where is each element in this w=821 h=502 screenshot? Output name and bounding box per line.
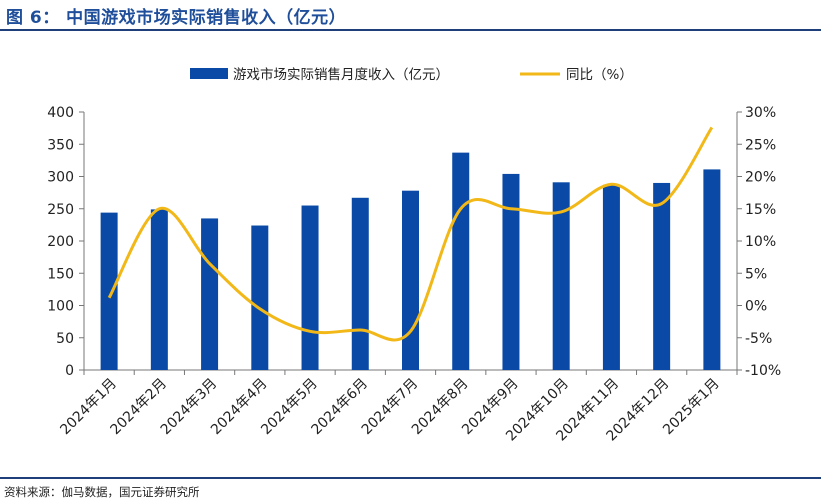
x-tick-labels: 2024年1月2024年2月2024年3月2024年4月2024年5月2024年…	[57, 376, 722, 445]
bar	[502, 173, 520, 370]
right-tick-label: 25%	[745, 137, 776, 153]
bar	[602, 184, 620, 370]
right-tick-label: 0%	[745, 299, 767, 315]
bar	[452, 152, 470, 370]
bar	[351, 197, 369, 370]
left-tick-label: 350	[47, 137, 74, 153]
line-series	[107, 126, 714, 342]
bar	[653, 182, 671, 370]
source-note: 资料来源：伽马数据，国元证券研究所	[4, 485, 200, 499]
right-tick-label: 20%	[745, 170, 776, 186]
right-tick-label: 10%	[745, 234, 776, 250]
bar	[301, 205, 319, 370]
bar	[201, 218, 219, 370]
left-tick-label: 200	[47, 234, 74, 250]
left-tick-label: 100	[47, 299, 74, 315]
bar	[552, 182, 570, 370]
left-tick-label: 400	[47, 105, 74, 121]
bars	[100, 152, 721, 370]
right-tick-label: 15%	[745, 202, 776, 218]
title-divider	[0, 29, 821, 31]
left-tick-label: 50	[56, 331, 74, 347]
figure-title: 图 6： 中国游戏市场实际销售收入（亿元）	[6, 8, 347, 28]
legend-bar-label: 游戏市场实际销售月度收入（亿元）	[233, 66, 449, 83]
left-tick-label: 0	[65, 363, 74, 379]
right-tick-label: 5%	[745, 266, 767, 282]
bar	[251, 225, 269, 370]
chart: 游戏市场实际销售月度收入（亿元） 同比（%） 0 50 100 150 200 250 30…	[47, 66, 781, 445]
left-tick-label: 250	[47, 202, 74, 218]
bar	[150, 209, 168, 370]
right-tick-label: -5%	[745, 331, 772, 347]
legend: 游戏市场实际销售月度收入（亿元） 同比（%）	[190, 66, 633, 83]
footer-divider	[0, 477, 821, 479]
axes: 0 50 100 150 200 250 300 350 400 -10% -5% 0% 5% 10% 15…	[47, 105, 781, 379]
bar	[703, 169, 721, 370]
legend-line-label: 同比（%）	[566, 67, 633, 83]
bar	[402, 190, 419, 370]
left-tick-label: 150	[47, 266, 74, 282]
left-tick-label: 300	[47, 170, 74, 186]
bar	[100, 212, 118, 370]
legend-bar-swatch	[190, 68, 228, 79]
yoy-line	[107, 126, 714, 342]
right-tick-label: 30%	[745, 105, 776, 121]
right-tick-label: -10%	[745, 363, 781, 379]
